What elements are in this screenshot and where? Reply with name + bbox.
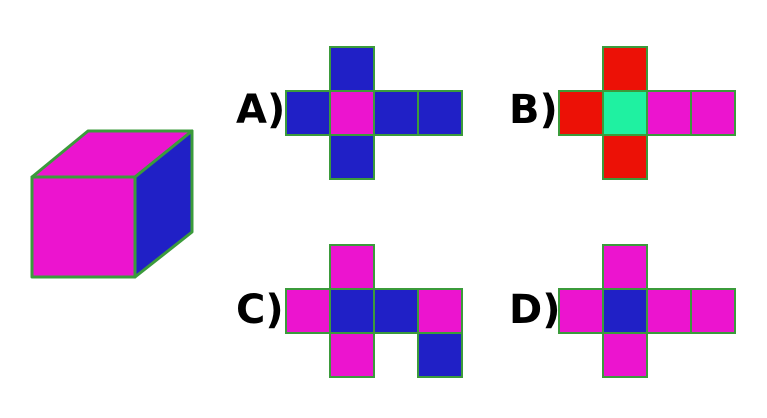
- net-face-magenta: [329, 244, 375, 290]
- net-face-red: [558, 90, 604, 136]
- net-face-blue: [417, 90, 463, 136]
- net-face-magenta: [646, 288, 692, 334]
- net-face-magenta: [690, 90, 736, 136]
- option-c-label: C): [236, 287, 284, 333]
- net-face-blue: [417, 332, 463, 378]
- net-face-magenta: [602, 244, 648, 290]
- net-face-magenta: [646, 90, 692, 136]
- net-face-blue: [329, 134, 375, 180]
- net-face-blue: [285, 90, 331, 136]
- net-face-blue: [373, 288, 419, 334]
- net-face-magenta: [602, 332, 648, 378]
- net-face-magenta: [417, 288, 463, 334]
- net-face-magenta: [558, 288, 604, 334]
- option-b-label: B): [509, 87, 558, 133]
- cube-front-face: [30, 175, 137, 279]
- net-face-red: [602, 134, 648, 180]
- option-d-label: D): [509, 287, 561, 333]
- option-a-label: A): [236, 87, 286, 133]
- net-face-magenta: [329, 332, 375, 378]
- net-face-magenta: [690, 288, 736, 334]
- net-face-blue: [602, 288, 648, 334]
- net-face-blue: [373, 90, 419, 136]
- net-face-magenta: [329, 90, 375, 136]
- net-face-blue: [329, 46, 375, 92]
